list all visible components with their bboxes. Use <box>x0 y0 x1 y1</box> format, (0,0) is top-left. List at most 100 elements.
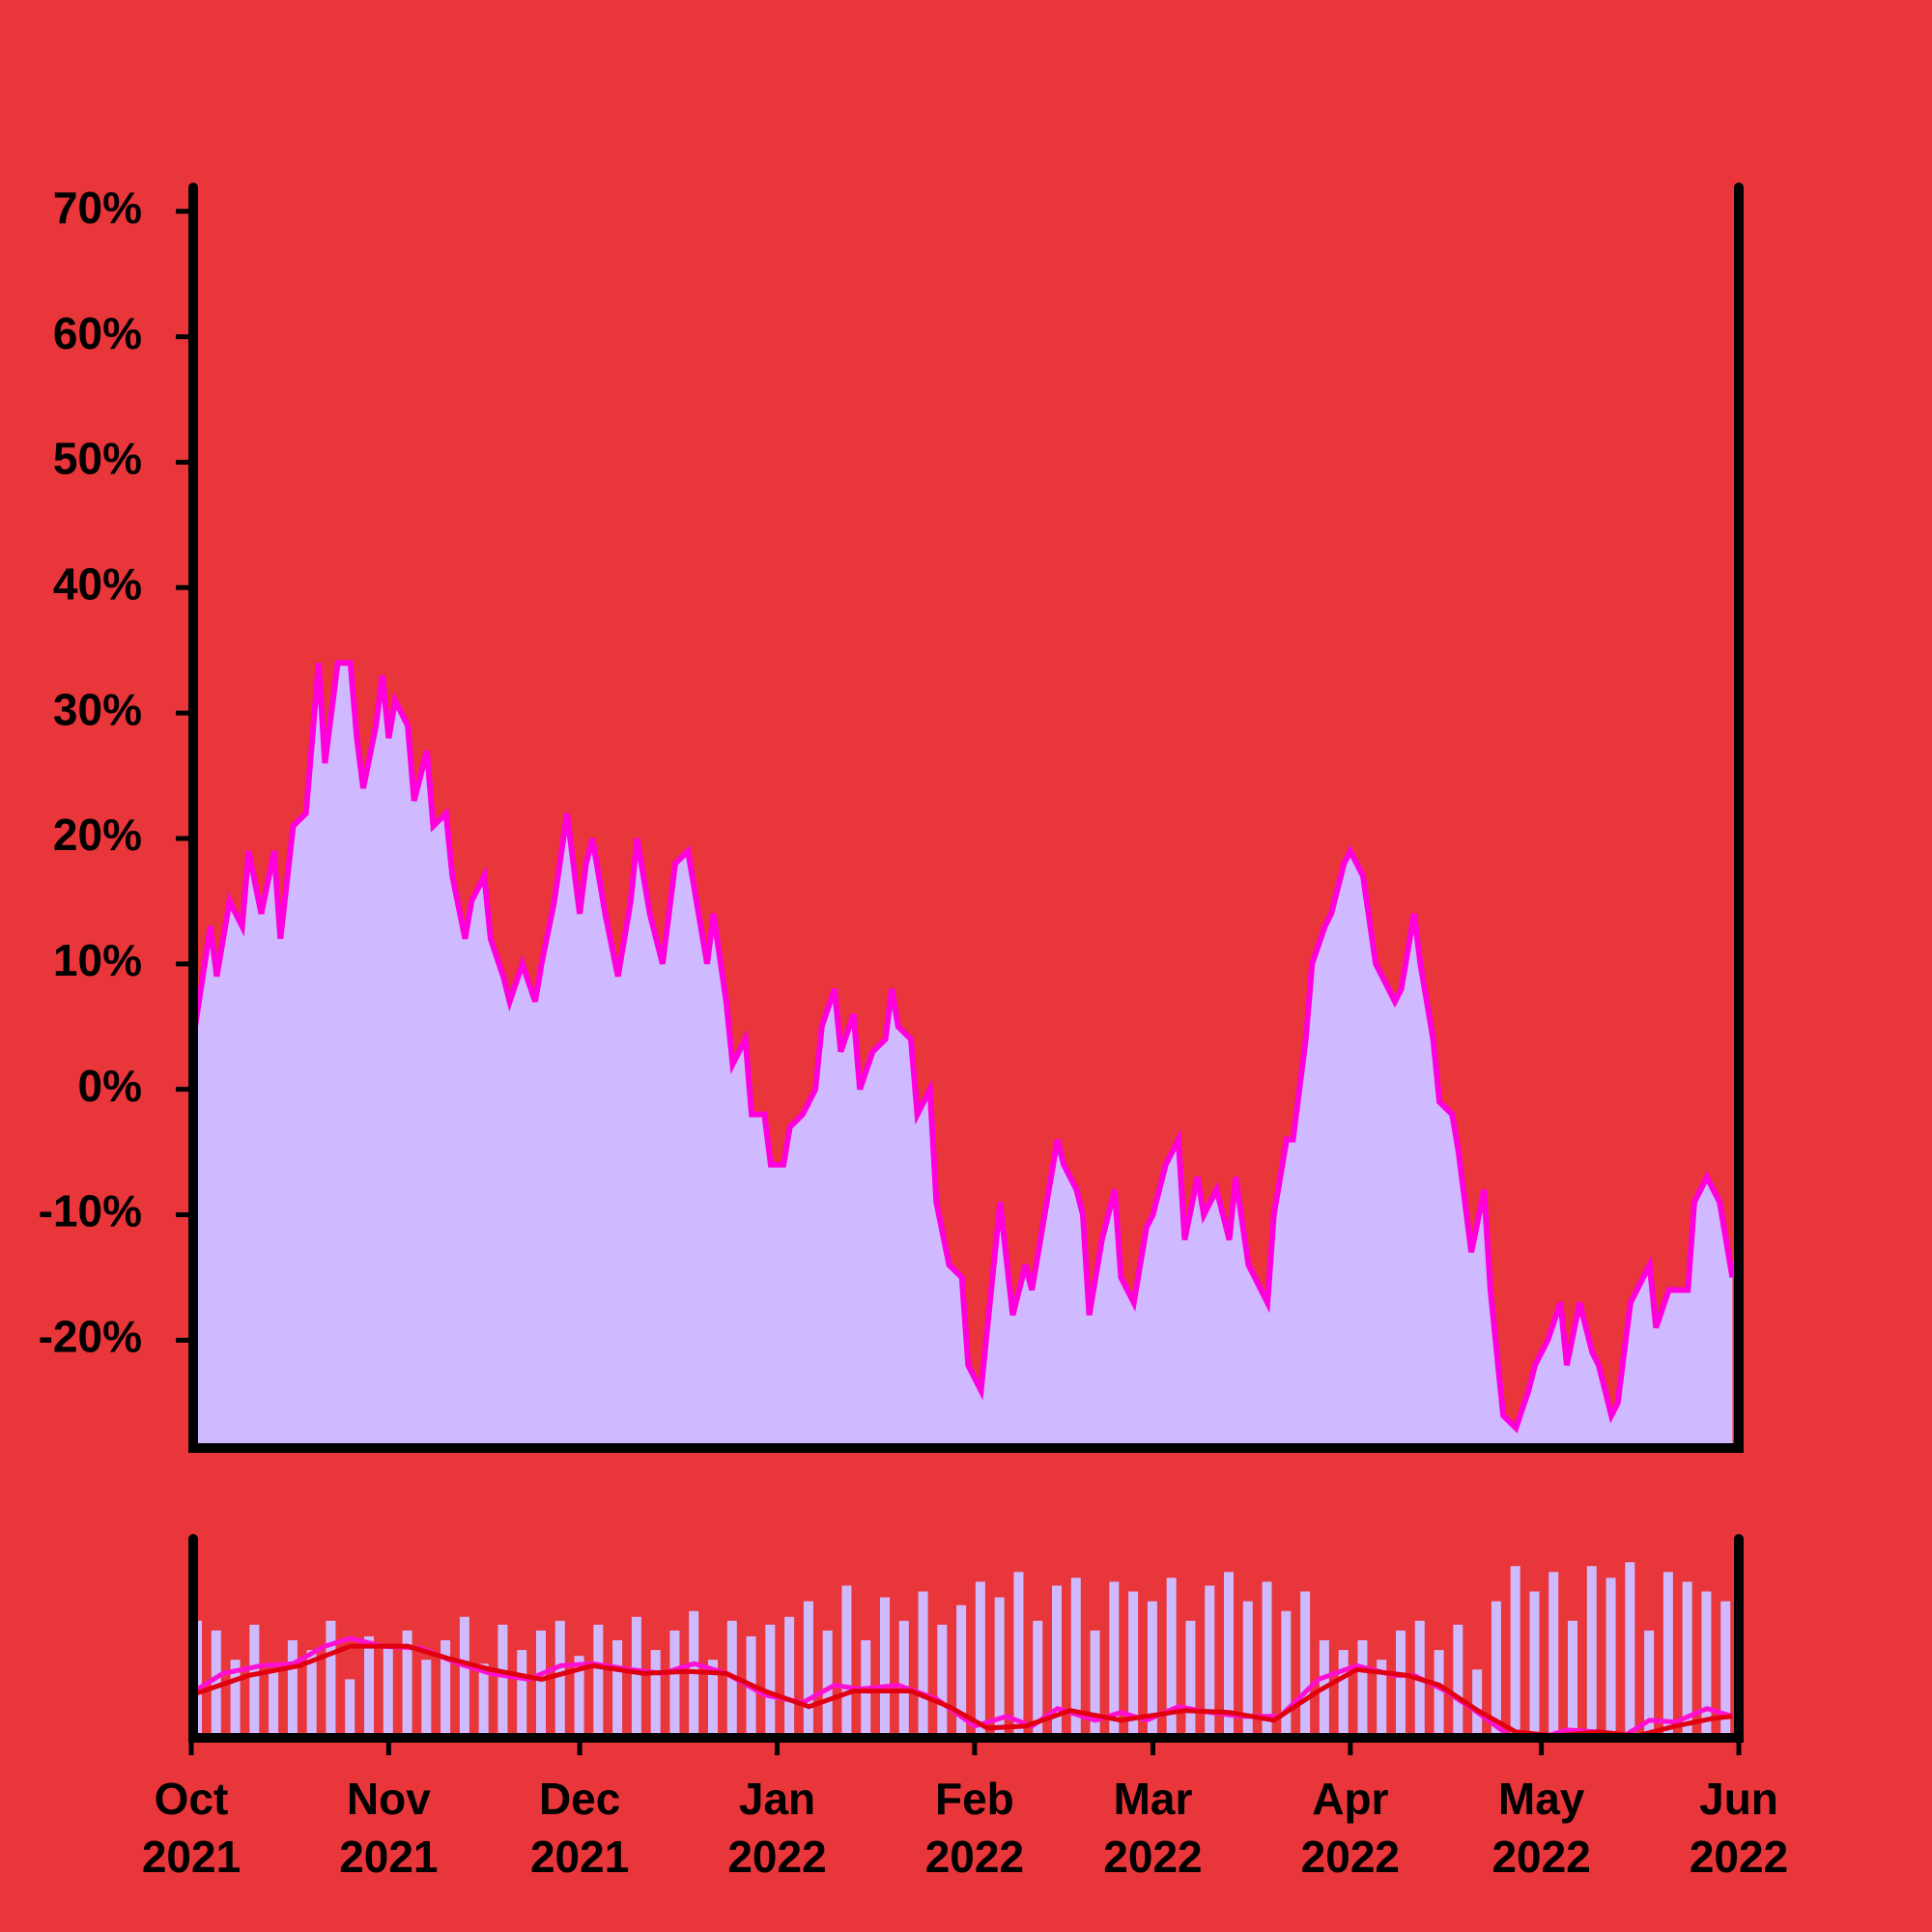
bar <box>612 1640 623 1738</box>
x-tick-label: Oct 2021 <box>142 1774 241 1882</box>
bar <box>1185 1620 1196 1738</box>
x-tick-label-line: Nov <box>347 1774 431 1824</box>
x-tick-label: Feb 2022 <box>925 1774 1024 1882</box>
x-tick-label: Dec 2021 <box>530 1774 629 1882</box>
bar <box>631 1616 641 1738</box>
bar <box>1472 1669 1483 1738</box>
bar <box>1662 1572 1673 1738</box>
bar <box>1529 1591 1540 1738</box>
x-tick-label-line: 2021 <box>142 1832 241 1882</box>
bar <box>1396 1630 1406 1738</box>
bar <box>1090 1630 1100 1738</box>
y-tick-label: 40% <box>53 558 142 609</box>
bar <box>1300 1591 1311 1738</box>
bar <box>326 1620 336 1738</box>
bar <box>1070 1577 1081 1738</box>
bar <box>1625 1562 1635 1738</box>
bar <box>1434 1650 1444 1738</box>
bar <box>364 1635 374 1738</box>
bar <box>402 1630 412 1738</box>
x-tick-label-line: 2022 <box>1492 1832 1590 1882</box>
bar <box>1605 1577 1616 1738</box>
y-tick-label: -20% <box>39 1311 142 1361</box>
bar <box>287 1640 298 1738</box>
bar <box>269 1669 279 1738</box>
x-tick-label-line: Jan <box>739 1774 815 1824</box>
bar <box>1147 1601 1157 1738</box>
bar <box>1682 1581 1692 1738</box>
bar <box>784 1616 795 1738</box>
bar <box>440 1640 451 1738</box>
bar <box>1166 1577 1177 1738</box>
bar <box>956 1605 967 1738</box>
x-tick-label: Jun 2022 <box>1690 1774 1788 1882</box>
bar <box>1281 1610 1292 1738</box>
x-tick-label: Jan 2022 <box>727 1774 826 1882</box>
bar <box>1109 1581 1120 1738</box>
area <box>191 663 1733 1448</box>
bar <box>1510 1566 1520 1738</box>
y-tick-label: 50% <box>53 434 142 484</box>
y-tick-label: 10% <box>53 935 142 985</box>
axis-frame <box>188 183 1744 1453</box>
bar <box>554 1620 565 1738</box>
x-tick-label-line: May <box>1498 1774 1585 1824</box>
bar <box>1033 1620 1043 1738</box>
bar <box>994 1597 1005 1738</box>
bar <box>345 1679 355 1738</box>
x-tick-label: Nov 2021 <box>339 1774 438 1882</box>
bar <box>1224 1572 1234 1738</box>
y-tick-label: 60% <box>53 308 142 358</box>
bar <box>1052 1585 1062 1738</box>
bar <box>593 1624 604 1738</box>
x-tick-label-line: 2021 <box>530 1832 629 1882</box>
bar <box>650 1650 661 1738</box>
bar <box>708 1660 718 1738</box>
x-tick-label: Apr 2022 <box>1301 1774 1400 1882</box>
bar <box>249 1624 260 1738</box>
bar <box>1128 1591 1139 1738</box>
bar <box>1357 1640 1368 1738</box>
bar <box>937 1624 948 1738</box>
line <box>188 660 1736 1434</box>
bar <box>880 1597 890 1738</box>
bar <box>574 1656 584 1738</box>
bar <box>1701 1591 1712 1738</box>
bar <box>306 1650 317 1738</box>
bar <box>1013 1572 1024 1738</box>
x-tick-label-line: Feb <box>935 1774 1014 1824</box>
bar <box>230 1660 241 1738</box>
bar <box>1453 1624 1463 1738</box>
bar <box>689 1610 699 1738</box>
bar <box>1586 1566 1597 1738</box>
bar <box>383 1644 393 1738</box>
bar <box>803 1601 813 1738</box>
x-tick-label-line: 2022 <box>1301 1832 1400 1882</box>
bar <box>975 1581 985 1738</box>
x-tick-label-line: 2021 <box>339 1832 438 1882</box>
x-tick-label-line: Jun <box>1699 1774 1778 1824</box>
x-tick-label-line: 2022 <box>727 1832 826 1882</box>
bar <box>1205 1585 1215 1738</box>
trend-line <box>196 1643 1733 1739</box>
bar <box>1548 1572 1559 1738</box>
bar <box>459 1616 469 1738</box>
y-tick-label: 70% <box>53 183 142 233</box>
y-tick-label: 20% <box>53 810 142 860</box>
bar <box>669 1630 680 1738</box>
bar <box>898 1620 909 1738</box>
bar <box>1338 1650 1349 1738</box>
y-tick-label: -10% <box>39 1186 142 1236</box>
bar <box>421 1660 432 1738</box>
x-tick-label-line: 2022 <box>925 1832 1024 1882</box>
bar <box>765 1624 776 1738</box>
y-tick-label: 30% <box>53 684 142 734</box>
bar <box>841 1585 852 1738</box>
x-tick-label-line: 2022 <box>1103 1832 1202 1882</box>
x-tick-label-line: Apr <box>1312 1774 1388 1824</box>
x-tick-label: May 2022 <box>1492 1774 1590 1882</box>
axis-frame <box>188 1534 1744 1743</box>
x-tick-label-line: 2022 <box>1690 1832 1788 1882</box>
bar <box>1644 1630 1655 1738</box>
bar <box>918 1591 928 1738</box>
